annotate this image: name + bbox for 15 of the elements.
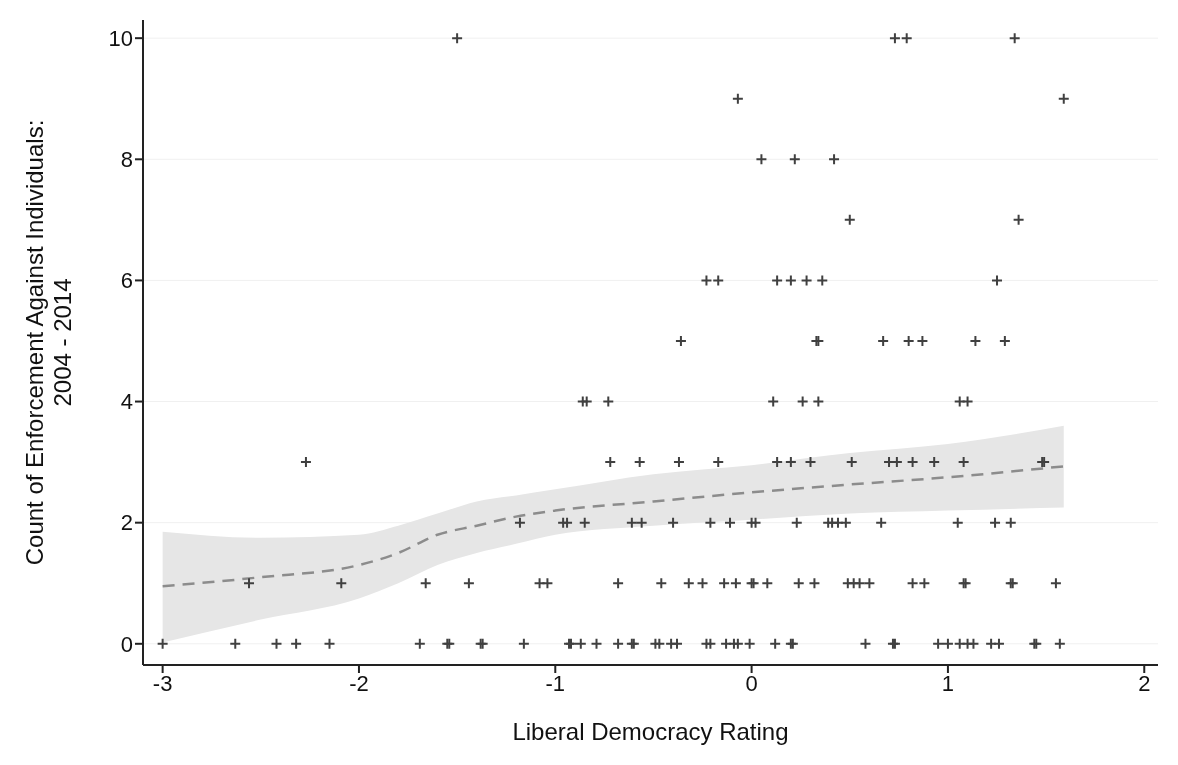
y-tick-label: 8 [120,147,133,173]
x-tick-label: -1 [545,670,566,696]
x-axis-title: Liberal Democracy Rating [512,718,789,745]
line-series [161,465,1066,588]
x-tick-label: -2 [349,670,369,696]
x-tick-label: 0 [745,670,758,696]
y-tick-label: 0 [120,631,133,657]
x-tick-label: 2 [1138,670,1151,696]
x-tick-label: -3 [152,670,173,696]
y-tick-label: 4 [120,389,133,415]
y-tick-label: 10 [108,25,133,51]
y-tick-label: 2 [120,510,133,536]
x-tick-label: 1 [941,670,955,696]
y-tick-label: 6 [120,268,133,294]
y-axis-title: Count of Enforcement Against Individuals: 2004 - 2014 [21,119,76,566]
